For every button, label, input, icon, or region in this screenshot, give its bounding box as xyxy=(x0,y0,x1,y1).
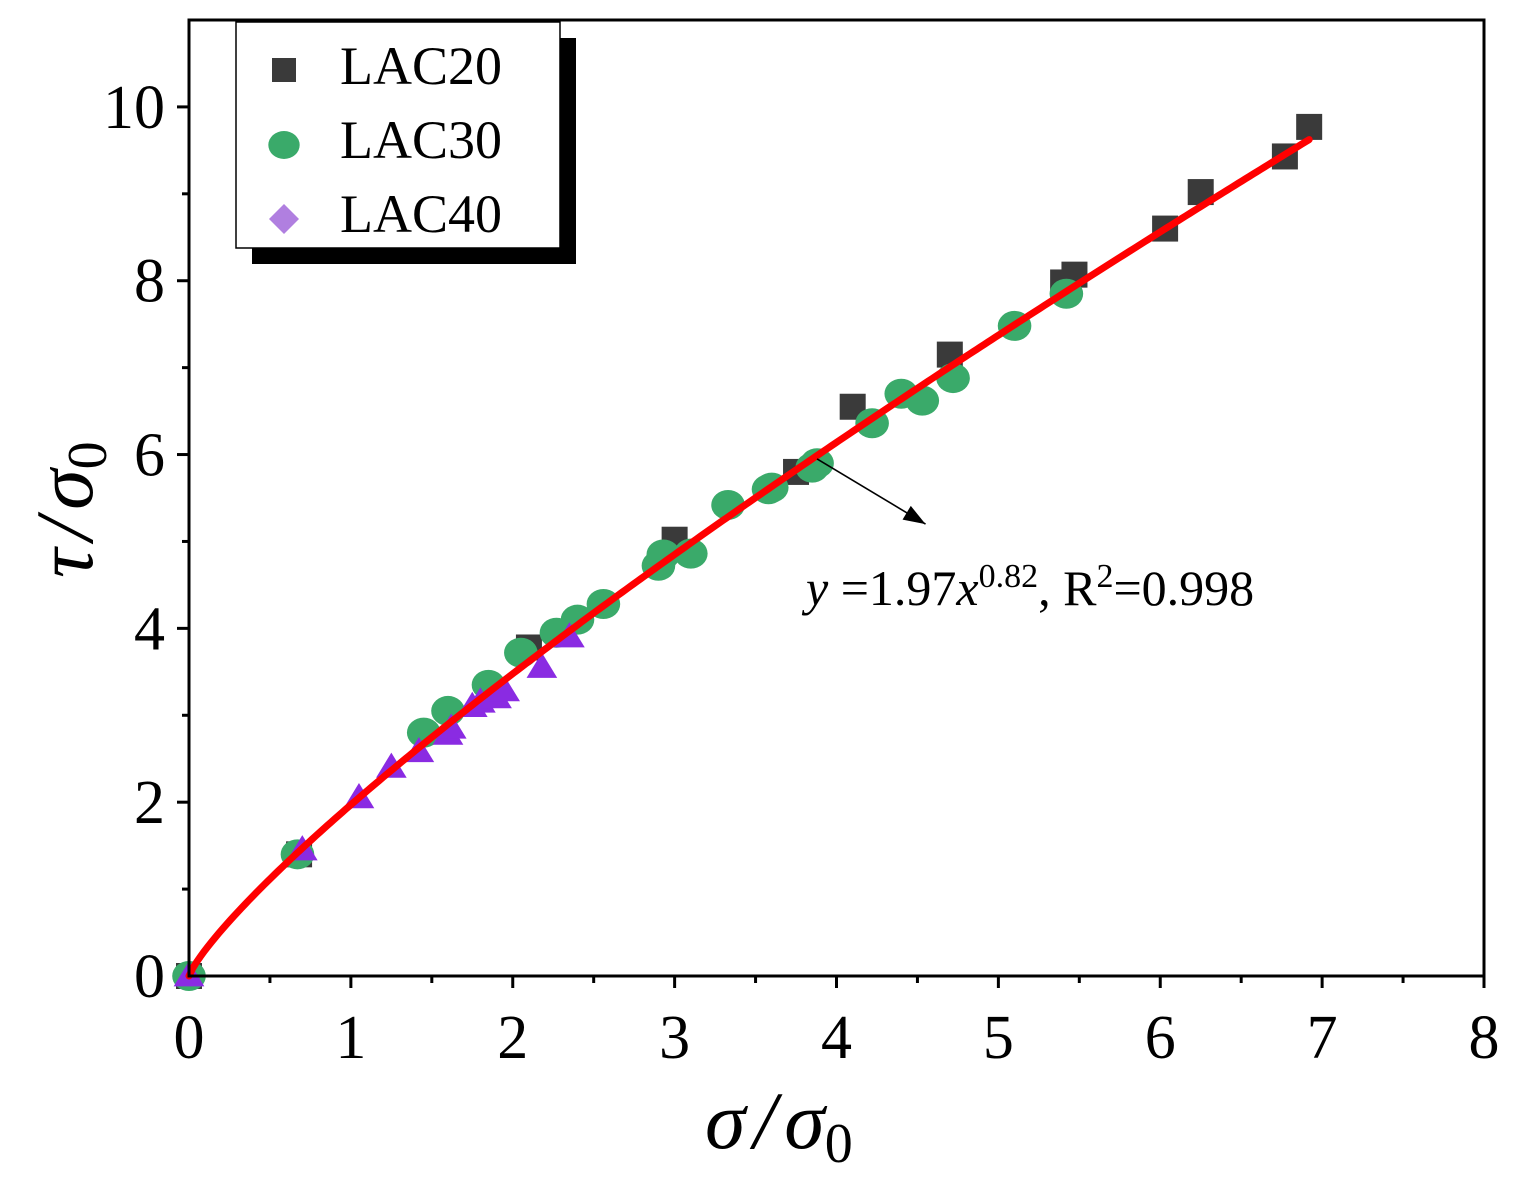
equation-exponent: 0.82 xyxy=(979,558,1039,595)
x-tick-label: 1 xyxy=(335,1004,366,1072)
data-point-lac40 xyxy=(376,752,407,778)
y-tick-label: 4 xyxy=(134,595,165,663)
legend-marker-lac30 xyxy=(268,131,300,159)
fit-curve xyxy=(185,136,1313,980)
y-tick-label: 0 xyxy=(134,943,165,1011)
annotation-arrowhead-icon xyxy=(902,505,926,525)
equation-x: x xyxy=(955,560,978,616)
legend-marker-lac20 xyxy=(272,58,296,82)
y-axis-title: τ/σ0 xyxy=(19,441,119,578)
x-axis-title: σ/σ0 xyxy=(705,1075,853,1175)
legend-markers xyxy=(268,58,300,234)
fit-equation: y =1.97x0.82, R2=0.998 xyxy=(801,558,1254,616)
x-tick-label: 8 xyxy=(1469,1004,1500,1072)
x-tick-label: 7 xyxy=(1307,1004,1338,1072)
x-tick-label: 2 xyxy=(497,1004,528,1072)
equation-r-exponent: 2 xyxy=(1096,558,1113,595)
x-tick-label: 6 xyxy=(1145,1004,1176,1072)
data-point-lac30 xyxy=(646,539,681,570)
data-point-lac40 xyxy=(526,652,558,678)
plot-frame xyxy=(187,18,1486,978)
x-tick-label: 3 xyxy=(659,1004,690,1072)
equation-y: y xyxy=(801,560,829,616)
y-tick-label: 6 xyxy=(134,422,165,490)
y-tick-label: 8 xyxy=(134,248,165,316)
equation-r: , R xyxy=(1038,560,1097,616)
y-axis-subscript: 0 xyxy=(57,441,119,469)
x-axis-denominator: σ xyxy=(784,1075,828,1166)
x-tick-label: 4 xyxy=(821,1004,852,1072)
tick-labels: 0 1 2 3 4 5 6 7 8 0 2 4 6 8 10 xyxy=(103,74,1500,1072)
data-point-lac20 xyxy=(1296,113,1323,140)
x-tick-label: 0 xyxy=(174,1004,205,1072)
y-tick-label: 10 xyxy=(103,74,165,142)
scatter-points xyxy=(172,113,1323,991)
equation-coef: =1.97 xyxy=(828,560,956,616)
x-axis-symbol: σ xyxy=(705,1075,749,1166)
y-axis-symbol: τ xyxy=(19,546,110,578)
y-axis-slash: / xyxy=(19,511,110,545)
y-axis-denominator: σ xyxy=(19,466,110,510)
data-point-lac40 xyxy=(489,676,520,702)
legend: LAC20 LAC30 LAC40 xyxy=(235,21,576,264)
legend-label-lac20: LAC20 xyxy=(340,36,502,96)
y-tick-label: 2 xyxy=(134,769,165,837)
fit-annotation: y =1.97x0.82, R2=0.998 xyxy=(801,458,1254,616)
legend-label-lac40: LAC40 xyxy=(340,184,502,244)
equation-r-value: =0.998 xyxy=(1113,560,1254,616)
x-axis-subscript: 0 xyxy=(825,1113,853,1175)
legend-marker-lac40 xyxy=(269,204,299,234)
x-axis-slash: / xyxy=(749,1075,783,1166)
data-point-lac30 xyxy=(800,448,834,479)
x-tick-label: 5 xyxy=(983,1004,1014,1072)
legend-label-lac30: LAC30 xyxy=(340,110,502,170)
